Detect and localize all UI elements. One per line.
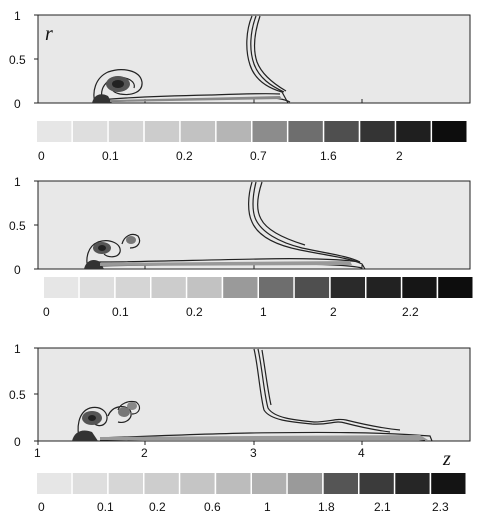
colorbar-swatch xyxy=(223,277,258,298)
colorbar-swatch xyxy=(431,473,466,494)
flow-dark-core-1 xyxy=(92,76,282,103)
colorbar-2: 0 0.1 0.2 1 2 2.2 xyxy=(43,277,473,319)
colorbar-label: 1 xyxy=(264,500,271,514)
x-tick-label: 2 xyxy=(141,446,148,460)
colorbar-label: 0.1 xyxy=(97,500,114,514)
colorbar-swatch xyxy=(144,121,180,142)
colorbar-label: 0.1 xyxy=(102,149,119,163)
colorbar-label: 0 xyxy=(38,500,45,514)
colorbar-label: 2.3 xyxy=(432,500,449,514)
y-tick-label: 0.5 xyxy=(9,219,26,233)
colorbar-swatch xyxy=(438,277,473,298)
colorbar-label: 0.2 xyxy=(176,149,193,163)
y-tick-label: 0 xyxy=(14,97,21,111)
y-tick-label: 1 xyxy=(14,175,21,189)
plot-area-3 xyxy=(37,347,471,442)
y-tick-label: 0.5 xyxy=(9,53,26,67)
panel-1: 1 0.5 0 r 0 0.1 0.2 0.7 1.6 2 xyxy=(9,9,471,163)
colorbar-swatch xyxy=(108,473,143,494)
colorbar-swatch xyxy=(395,473,430,494)
colorbar-label: 0.1 xyxy=(112,305,129,319)
colorbar-swatch xyxy=(359,473,394,494)
colorbar-label: 1 xyxy=(260,305,267,319)
colorbar-3: 0 0.1 0.2 0.6 1 1.8 2.1 2.3 xyxy=(37,473,466,514)
colorbar-label: 2.1 xyxy=(374,500,391,514)
colorbar-swatch xyxy=(115,277,150,298)
colorbar-label: 1.8 xyxy=(318,500,335,514)
colorbar-label: 2 xyxy=(396,149,403,163)
colorbar-label: 0.2 xyxy=(149,500,166,514)
colorbar-swatch xyxy=(187,277,222,298)
colorbar-swatch xyxy=(396,121,431,142)
panel-3: 1 0.5 0 1 2 3 4 z 0 0.1 0.2 xyxy=(9,342,471,514)
colorbar-swatch xyxy=(366,277,401,298)
colorbar-swatch xyxy=(144,473,179,494)
colorbar-swatch xyxy=(44,277,79,298)
colorbar-swatch xyxy=(37,473,72,494)
colorbar-swatch xyxy=(323,473,358,494)
colorbar-swatch xyxy=(216,473,251,494)
colorbar-swatch xyxy=(79,277,115,298)
x-tick-label: 4 xyxy=(358,446,365,460)
colorbar-label: 0.7 xyxy=(250,149,267,163)
colorbar-label: 2.2 xyxy=(402,305,419,319)
z-axis-label: z xyxy=(442,448,451,470)
colorbar-swatch xyxy=(37,121,72,142)
colorbar-swatch xyxy=(324,121,359,142)
colorbar-swatch xyxy=(108,121,144,142)
colorbar-label: 1.6 xyxy=(320,149,337,163)
r-axis-label: r xyxy=(45,23,53,45)
colorbar-label: 0 xyxy=(38,149,45,163)
colorbar-swatch xyxy=(151,277,186,298)
colorbar-swatch xyxy=(180,473,215,494)
colorbar-label: 0.6 xyxy=(204,500,221,514)
y-tick-label: 0 xyxy=(14,435,21,449)
colorbar-swatch xyxy=(72,473,108,494)
x-tick-label: 1 xyxy=(34,446,41,460)
colorbar-swatch xyxy=(287,473,323,494)
colorbar-swatch xyxy=(259,277,294,298)
colorbar-swatch xyxy=(432,121,467,142)
colorbar-swatch xyxy=(252,121,287,142)
y-tick-label: 1 xyxy=(14,342,21,356)
y-tick-label: 1 xyxy=(14,9,21,23)
flow-dark-core-3 xyxy=(72,402,428,441)
colorbar-swatch xyxy=(402,277,437,298)
colorbar-label: 0 xyxy=(43,305,50,319)
colorbar-swatch xyxy=(360,121,395,142)
x-tick-label: 3 xyxy=(250,446,257,460)
colorbar-label: 2 xyxy=(330,305,337,319)
y-tick-label: 0.5 xyxy=(9,388,26,402)
colorbar-swatch xyxy=(330,277,365,298)
colorbar-swatch xyxy=(72,121,108,142)
flow-dark-core-2 xyxy=(84,236,352,269)
colorbar-label: 0.2 xyxy=(186,305,203,319)
y-tick-label: 0 xyxy=(14,263,21,277)
colorbar-swatch xyxy=(288,121,323,142)
colorbar-swatch xyxy=(294,277,330,298)
panel-2: 1 0.5 0 0 0.1 0.2 1 2 2.2 xyxy=(9,175,473,319)
colorbar-swatch xyxy=(252,473,287,494)
colorbar-swatch xyxy=(216,121,251,142)
colorbar-swatch xyxy=(180,121,216,142)
colorbar-1: 0 0.1 0.2 0.7 1.6 2 xyxy=(37,121,467,163)
